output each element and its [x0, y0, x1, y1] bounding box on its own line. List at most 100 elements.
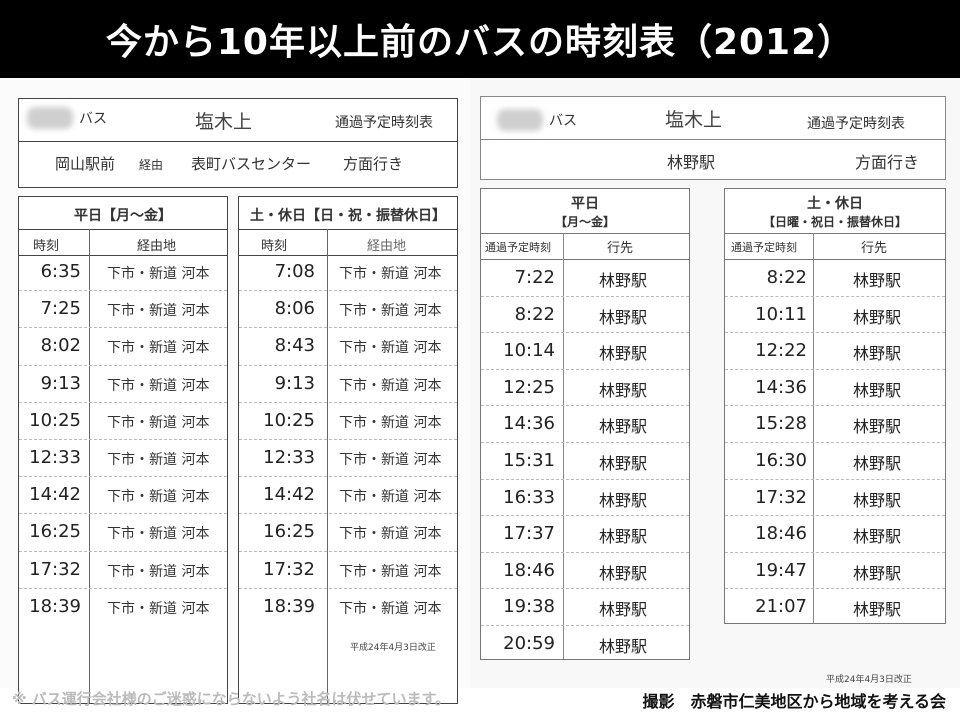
timetable-destination: 林野駅: [853, 454, 902, 473]
right-stop-name: 塩木上: [665, 109, 723, 131]
row-divider: [481, 515, 689, 517]
row-divider: [481, 332, 689, 334]
row-divider: [725, 515, 945, 517]
timetable-time: 12:25: [503, 376, 555, 398]
row-divider: [725, 332, 945, 334]
timetable-time: 9:13: [40, 372, 81, 394]
timetable-via: 下市・新道 河本: [107, 377, 210, 394]
row-divider: [239, 587, 457, 589]
timetable-time: 7:25: [40, 298, 81, 320]
right-weekday-table: 平日 【月～金】 通過予定時刻 行先 7:22 林野駅 8:22 林野駅 10:14 林野…: [480, 188, 690, 660]
timetable-time: 14:36: [755, 376, 807, 398]
right-direction: 方面行き: [855, 153, 920, 172]
timetable-via: 下市・新道 河本: [107, 452, 210, 468]
timetable-destination: 林野駅: [853, 344, 902, 364]
timetable-destination: 林野駅: [853, 271, 902, 290]
timetable-destination: 林野駅: [853, 380, 902, 400]
right-holiday-subtitle: 【日曜・祝日・振替休日】: [762, 215, 907, 229]
timetable-time: 14:42: [29, 484, 81, 506]
left-holiday-table: 土・休日【日・祝・振替休日】 時刻 経由地 7:08 下市・新道 河本 8:06 下市…: [238, 196, 458, 704]
timetable-via: 下市・新道 河本: [339, 414, 442, 431]
timetable-via: 下市・新道 河本: [339, 452, 442, 468]
timetable-destination: 林野駅: [853, 563, 902, 583]
timetable-destination: 林野駅: [599, 490, 648, 510]
right-header-divider: [481, 139, 945, 140]
left-weekday-title: 平日【月～金】: [74, 208, 172, 224]
right-holiday-title: 土・休日: [807, 196, 863, 212]
timetable-destination: 林野駅: [599, 600, 648, 620]
row-divider: [481, 625, 689, 626]
row-divider: [481, 405, 689, 407]
timetable-time: 8:22: [514, 303, 555, 325]
timetable-destination: 林野駅: [599, 271, 648, 290]
timetable-time: 16:30: [755, 450, 807, 471]
company-name-blur: [27, 107, 73, 129]
timetable-time: 16:25: [263, 521, 315, 543]
row-divider: [239, 290, 457, 292]
left-revision-date: 平成24年4月3日改正: [350, 643, 436, 653]
row-divider: [481, 368, 689, 370]
row-divider: [19, 439, 227, 440]
timetable-time: 18:46: [503, 559, 555, 581]
left-holiday-title: 土・休日【日・祝・振替休日】: [250, 208, 446, 224]
row-divider: [19, 364, 227, 366]
timetable-destination: 林野駅: [599, 637, 648, 656]
row-divider: [19, 587, 227, 589]
company-name-blur: [497, 109, 543, 131]
timetable-destination: 林野駅: [853, 527, 902, 547]
row-divider: [481, 551, 689, 553]
table-title-divider: [239, 229, 457, 230]
timetable-time: 17:32: [263, 558, 315, 580]
timetable-destination: 林野駅: [853, 600, 902, 620]
left-company-name: バス: [27, 107, 107, 129]
left-route-via: 経由: [139, 158, 164, 172]
row-divider: [725, 405, 945, 407]
timetable-destination: 林野駅: [599, 380, 648, 400]
timetable-destination: 林野駅: [599, 563, 648, 583]
timetable-time: 21:07: [755, 596, 807, 618]
row-divider: [239, 513, 457, 515]
timetable-via: 下市・新道 河本: [107, 414, 210, 431]
timetable-destination: 林野駅: [853, 490, 902, 510]
timetable-time: 7:22: [514, 267, 555, 288]
right-holiday-col-dest: 行先: [861, 241, 888, 256]
row-divider: [239, 439, 457, 440]
timetable-via: 下市・新道 河本: [107, 340, 210, 357]
page-banner: 今から10年以上前のバスの時刻表（2012）: [0, 0, 960, 78]
left-weekday-table: 平日【月～金】 時刻 経由地 6:35 下市・新道 河本 7:25 下市・新道 河本 8…: [18, 196, 228, 704]
timetable-via: 下市・新道 河本: [339, 489, 442, 506]
left-timetable-type: 通過予定時刻表: [335, 115, 433, 131]
page-title: 今から10年以上前のバスの時刻表（2012）: [105, 22, 855, 63]
left-weekday-col-via: 経由地: [137, 239, 177, 254]
timetable-time: 17:37: [503, 523, 555, 545]
left-holiday-col-time: 時刻: [261, 239, 288, 254]
table-colhead-divider: [239, 255, 457, 256]
timetable-destination: 林野駅: [599, 344, 648, 364]
right-timetable-type: 通過予定時刻表: [807, 116, 905, 132]
left-header-divider: [19, 141, 457, 142]
timetable-time: 12:33: [263, 447, 315, 468]
row-divider: [725, 478, 945, 480]
row-divider: [19, 476, 227, 478]
row-divider: [19, 550, 227, 552]
timetable-time: 19:38: [503, 596, 555, 618]
row-divider: [239, 327, 457, 329]
timetable-time: 14:42: [263, 484, 315, 506]
timetable-destination: 林野駅: [599, 307, 648, 327]
timetable-time: 17:32: [29, 558, 81, 580]
left-header-box: バス 塩木上 通過予定時刻表 岡山駅前 経由 表町バスセンター 方面行き: [18, 98, 458, 188]
table-title-divider: [19, 229, 227, 230]
left-route-to: 表町バスセンター: [191, 155, 312, 173]
right-holiday-table: 土・休日 【日曜・祝日・振替休日】 通過予定時刻 行先 8:22 林野駅 10:11…: [724, 188, 946, 624]
right-destination: 林野駅: [667, 153, 716, 172]
left-direction: 方面行き: [343, 155, 404, 173]
table-colhead-divider: [19, 255, 227, 256]
right-revision-date: 平成24年4月3日改正: [826, 675, 912, 685]
table-column-divider: [89, 229, 90, 703]
timetable-via: 下市・新道 河本: [107, 563, 210, 580]
timetable-time: 20:59: [503, 633, 555, 654]
timetable-via: 下市・新道 河本: [339, 563, 442, 580]
row-divider: [19, 327, 227, 329]
table-colhead-divider: [481, 259, 689, 260]
timetable-time: 16:33: [503, 486, 555, 508]
